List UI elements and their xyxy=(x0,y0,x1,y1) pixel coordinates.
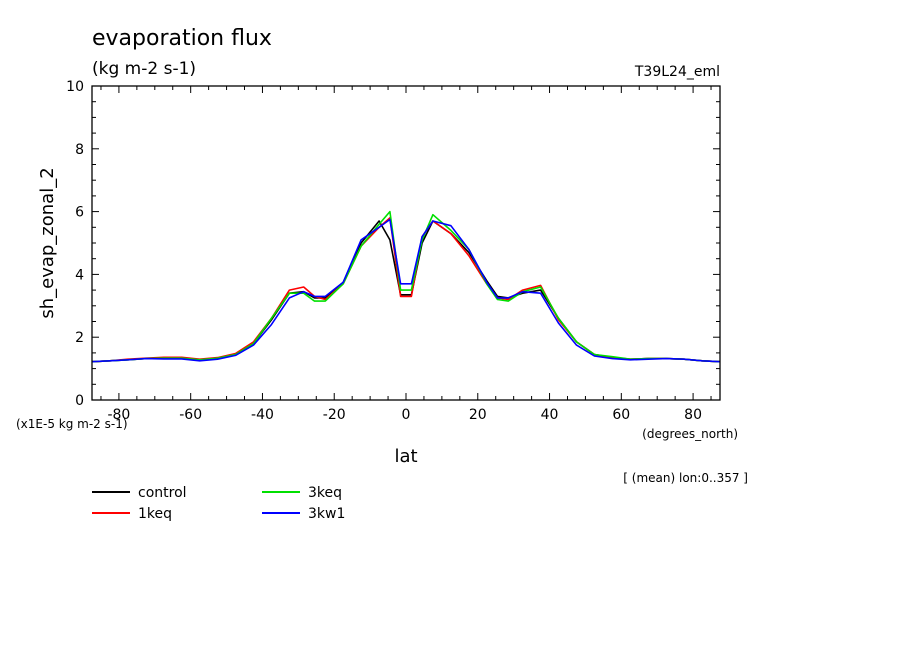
y-tick-label: 10 xyxy=(66,79,84,95)
chart-subtitle: (kg m-2 s-1) xyxy=(92,59,196,79)
mean-note: [ (mean) lon:0..357 ] xyxy=(623,471,748,485)
chart-title: evaporation flux xyxy=(92,26,272,51)
x-tick-label: -40 xyxy=(251,407,274,423)
x-tick-label: 0 xyxy=(402,407,411,423)
series-lines xyxy=(91,210,721,363)
y-tick-label: 0 xyxy=(75,393,84,409)
legend-label-3kw1: 3kw1 xyxy=(308,506,345,522)
legend-label-1keq: 1keq xyxy=(138,506,172,522)
x-tick-label: 40 xyxy=(541,407,559,423)
x-axis-label: lat xyxy=(394,446,417,467)
y-tick-label: 6 xyxy=(75,205,84,221)
x-axis-ticks: -80 -60 -40 -20 0 20 40 60 80 xyxy=(100,86,712,423)
legend-label-3keq: 3keq xyxy=(308,485,342,501)
y-axis-ticks: 0 2 4 6 8 10 xyxy=(66,79,720,409)
legend: control 1keq 3keq 3kw1 xyxy=(92,485,345,522)
x-tick-label: 80 xyxy=(684,407,702,423)
plot-frame xyxy=(91,85,721,401)
y-tick-label: 8 xyxy=(75,142,84,158)
x-tick-label: -20 xyxy=(323,407,346,423)
x-tick-label: 20 xyxy=(469,407,487,423)
y-scale-note: (x1E-5 kg m-2 s-1) xyxy=(16,417,128,431)
x-tick-label: -60 xyxy=(179,407,202,423)
y-axis-label: sh_evap_zonal_2 xyxy=(37,167,58,318)
x-tick-label: -80 xyxy=(107,407,130,423)
series-line-3keq xyxy=(91,210,721,363)
x-units-label: (degrees_north) xyxy=(642,427,738,441)
y-tick-label: 4 xyxy=(75,267,84,283)
y-tick-label: 2 xyxy=(75,330,84,346)
series-line-3kw1 xyxy=(91,218,721,363)
run-label: T39L24_eml xyxy=(634,64,720,80)
x-tick-label: 60 xyxy=(612,407,630,423)
legend-label-control: control xyxy=(138,485,187,501)
series-line-control xyxy=(91,220,721,363)
